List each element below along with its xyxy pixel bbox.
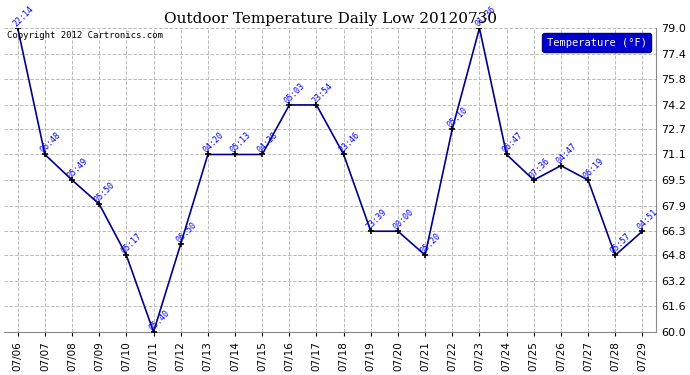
Text: 05:03: 05:03	[283, 81, 307, 105]
Text: 04:47: 04:47	[555, 142, 579, 166]
Title: Outdoor Temperature Daily Low 20120730: Outdoor Temperature Daily Low 20120730	[164, 12, 497, 26]
Text: 05:49: 05:49	[66, 156, 90, 180]
Text: Copyright 2012 Cartronics.com: Copyright 2012 Cartronics.com	[8, 31, 164, 40]
Text: 00:00: 00:00	[392, 207, 415, 231]
Text: 07:36: 07:36	[527, 156, 551, 180]
Text: 06:50: 06:50	[175, 220, 199, 244]
Text: 04:38: 04:38	[256, 130, 280, 154]
Text: 05:10: 05:10	[446, 105, 470, 129]
Text: 05:13: 05:13	[228, 130, 253, 154]
Text: 04:51: 04:51	[636, 207, 660, 231]
Text: 23:46: 23:46	[337, 130, 362, 154]
Legend: Temperature (°F): Temperature (°F)	[542, 33, 651, 52]
Text: 06:19: 06:19	[582, 156, 606, 180]
Text: 23:39: 23:39	[364, 207, 388, 231]
Text: 05:57: 05:57	[609, 231, 633, 255]
Text: 06:47: 06:47	[500, 130, 524, 154]
Text: 06:48: 06:48	[39, 130, 63, 154]
Text: 05:50: 05:50	[93, 180, 117, 204]
Text: 01:36: 01:36	[473, 4, 497, 28]
Text: 05:40: 05:40	[147, 308, 171, 332]
Text: 04:20: 04:20	[201, 130, 226, 154]
Text: 05:20: 05:20	[419, 231, 443, 255]
Text: 23:54: 23:54	[310, 81, 334, 105]
Text: 22:14: 22:14	[11, 4, 35, 28]
Text: 05:17: 05:17	[120, 231, 144, 255]
